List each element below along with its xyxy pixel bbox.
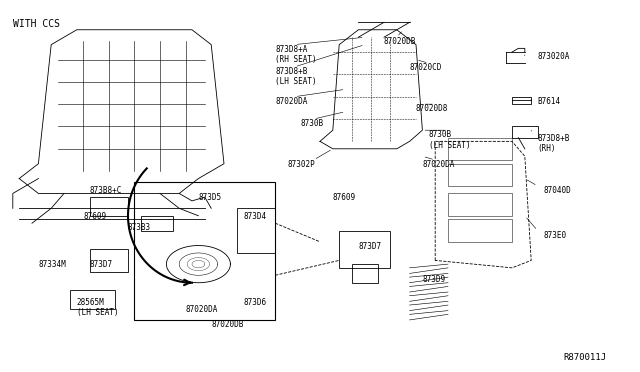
Text: 8730B
(LH SEAT): 8730B (LH SEAT) xyxy=(429,130,470,150)
Text: 87334M: 87334M xyxy=(38,260,66,269)
Text: 87020DA: 87020DA xyxy=(422,160,455,169)
Text: 87609: 87609 xyxy=(333,193,356,202)
Text: 873E0: 873E0 xyxy=(544,231,567,240)
Text: 873D7: 873D7 xyxy=(358,242,381,251)
Text: 873D9: 873D9 xyxy=(422,275,445,284)
Bar xyxy=(352,264,378,283)
Text: 28565M
(LH SEAT): 28565M (LH SEAT) xyxy=(77,298,118,317)
Text: 87020DB: 87020DB xyxy=(211,320,244,329)
Text: B7614: B7614 xyxy=(538,97,561,106)
Text: 873D8+B
(LH SEAT): 873D8+B (LH SEAT) xyxy=(275,67,317,86)
Text: 873020A: 873020A xyxy=(538,52,570,61)
Text: 87020D8: 87020D8 xyxy=(416,104,449,113)
Text: 873D4: 873D4 xyxy=(243,212,266,221)
Bar xyxy=(134,182,275,320)
Text: 873D7: 873D7 xyxy=(90,260,113,269)
Bar xyxy=(90,197,128,216)
Text: 87020DA: 87020DA xyxy=(275,97,308,106)
Text: WITH CCS: WITH CCS xyxy=(13,19,60,29)
Bar xyxy=(237,208,275,253)
Text: 873B3: 873B3 xyxy=(128,223,151,232)
Bar xyxy=(448,138,512,160)
Bar xyxy=(448,164,512,186)
Text: 87302P: 87302P xyxy=(288,160,316,169)
Text: 87020DB: 87020DB xyxy=(384,37,417,46)
Text: 873D6: 873D6 xyxy=(243,298,266,307)
Text: 87020CD: 87020CD xyxy=(410,63,442,72)
Text: 87609: 87609 xyxy=(83,212,106,221)
Bar xyxy=(141,216,173,231)
Bar xyxy=(90,249,128,272)
Text: R870011J: R870011J xyxy=(563,353,606,362)
Bar xyxy=(448,193,512,216)
Bar xyxy=(512,126,538,138)
Text: 873D8+B
(RH): 873D8+B (RH) xyxy=(538,134,570,153)
Bar xyxy=(448,219,512,242)
Text: 873B8+C: 873B8+C xyxy=(90,186,122,195)
Bar xyxy=(339,231,390,268)
Bar xyxy=(512,97,531,104)
Text: 8730B: 8730B xyxy=(301,119,324,128)
Text: 87040D: 87040D xyxy=(544,186,572,195)
Text: 873D5: 873D5 xyxy=(198,193,221,202)
Text: 873D8+A
(RH SEAT): 873D8+A (RH SEAT) xyxy=(275,45,317,64)
Bar xyxy=(70,290,115,309)
Text: 87020DA: 87020DA xyxy=(186,305,218,314)
